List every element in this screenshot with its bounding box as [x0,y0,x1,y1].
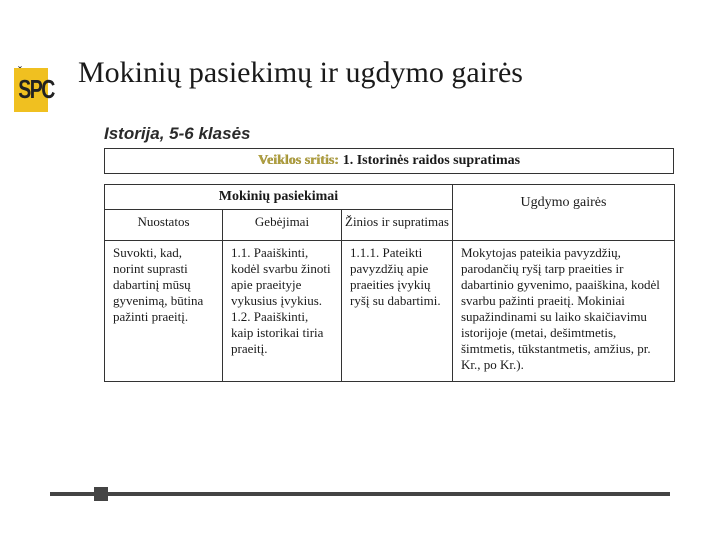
footer-line [50,492,670,496]
footer-square-icon [94,487,108,501]
table-row: Suvokti, kad, norint suprasti dabartinį … [105,241,675,382]
logo-text: SPC [18,74,44,105]
header-achievements: Mokinių pasiekimai [105,185,453,210]
subheader-abilities: Gebėjimai [223,210,342,241]
subheader-knowledge: Žinios ir supratimas [342,210,453,241]
scope-value: 1. Istorinės raidos supratimas [343,153,520,169]
cell-attitudes: Suvokti, kad, norint suprasti dabartinį … [105,241,223,382]
cell-guidelines: Mokytojas pateikia pavyzdžių, parodančių… [453,241,675,382]
subtitle: Istorija, 5-6 klasės [104,124,250,144]
achievements-table: Mokinių pasiekimai Ugdymo gairės Nuostat… [104,184,675,382]
scope-label: Veiklos sritis: [258,153,339,169]
scope-row: Veiklos sritis: 1. Istorinės raidos supr… [104,148,674,174]
header-guidelines: Ugdymo gairės [453,185,675,241]
slide: ˇ SPC Mokinių pasiekimų ir ugdymo gairės… [0,0,720,540]
table-header-row: Mokinių pasiekimai Ugdymo gairės [105,185,675,210]
subheader-attitudes: Nuostatos [105,210,223,241]
page-title: Mokinių pasiekimų ir ugdymo gairės [78,56,523,90]
cell-abilities: 1.1. Paaiškinti, kodėl svarbu žinoti api… [223,241,342,382]
cell-knowledge: 1.1.1. Pateikti pavyzdžių apie praeities… [342,241,453,382]
logo: ˇ SPC [14,68,48,112]
